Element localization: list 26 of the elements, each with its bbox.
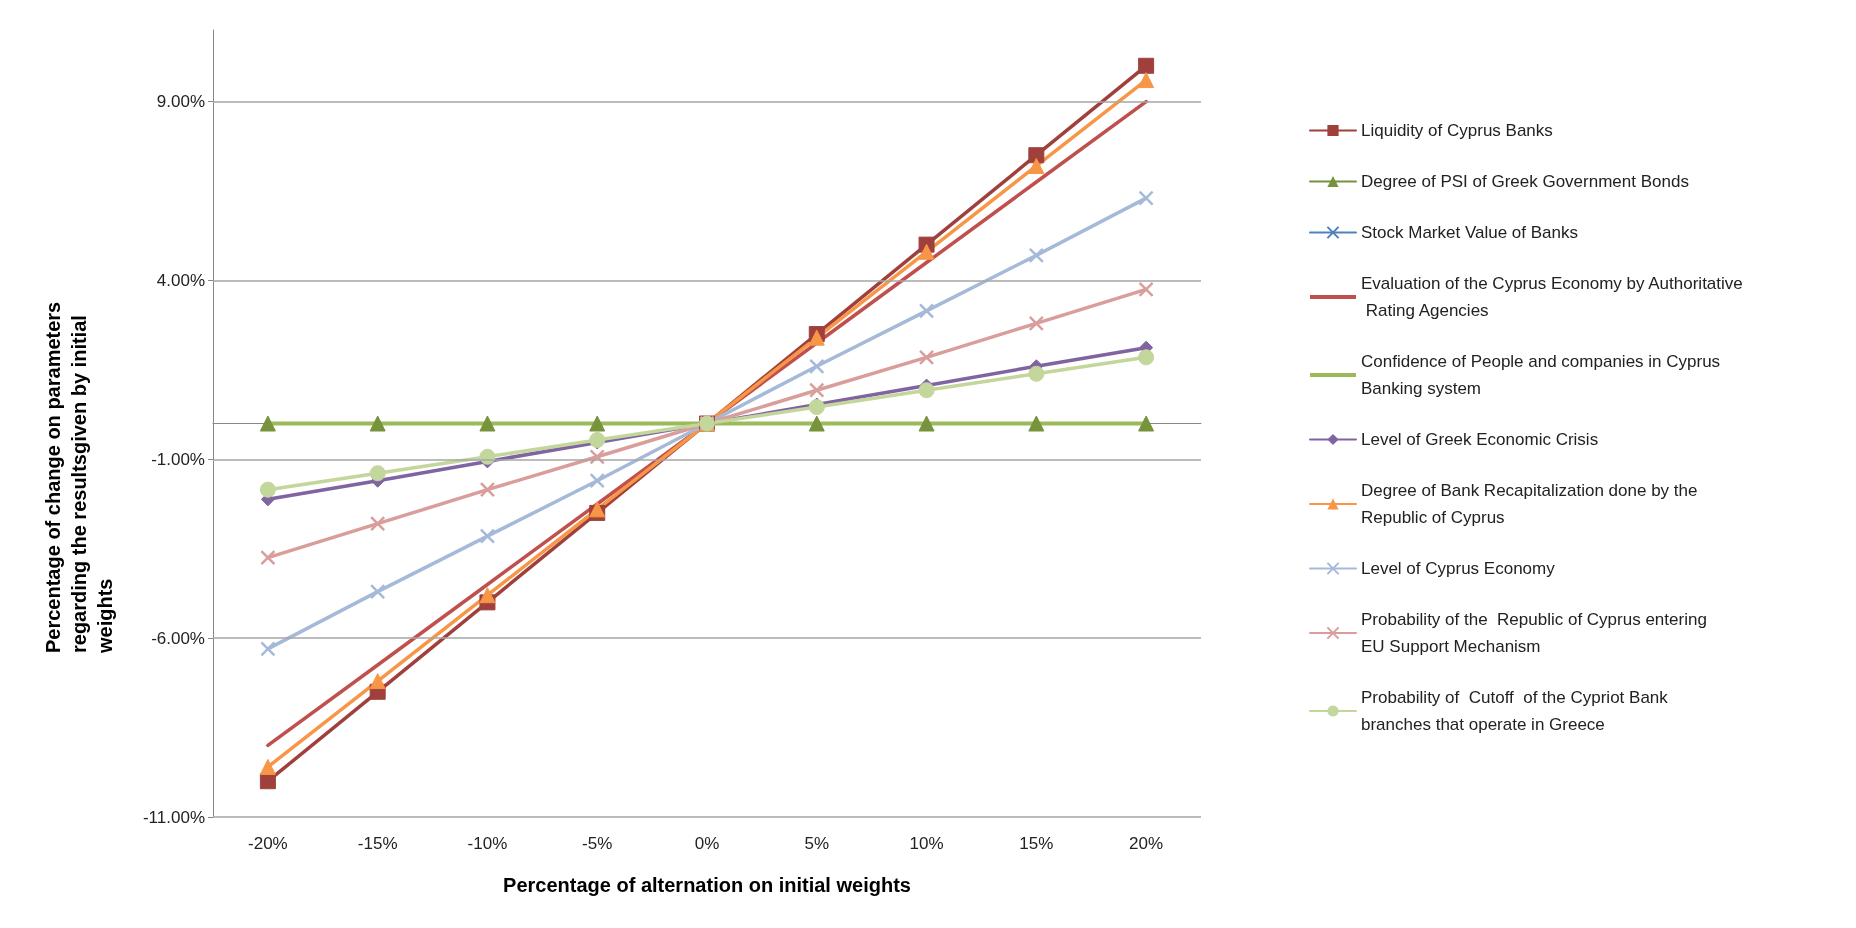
x-tick-label: -5% xyxy=(582,834,613,853)
legend-label: Level of Cyprus Economy xyxy=(1361,559,1556,578)
y-tick-label: -6.00% xyxy=(151,628,205,648)
legend-label: Probability of Cutoff of the Cypriot Bank branches that operate in Greece xyxy=(1361,688,1673,734)
legend-label: Probability of the Republic of Cyprus entering EU Support Mechanism xyxy=(1361,610,1712,656)
legend-label: Degree of PSI of Greek Government Bonds xyxy=(1361,172,1689,191)
legend-label: Level of Greek Economic Crisis xyxy=(1361,430,1599,449)
x-tick-label: 15% xyxy=(1019,834,1054,853)
x-tick-label: 5% xyxy=(804,834,830,853)
legend-label: Liquidity of Cyprus Banks xyxy=(1361,121,1553,140)
y-tick-label: 9.00% xyxy=(156,92,205,112)
y-tick-label: 4.00% xyxy=(156,270,205,290)
legend-label: Evaluation of the Cyprus Economy by Authoritative Rating Agencies xyxy=(1361,274,1743,320)
y-tick-label: -11.00% xyxy=(142,807,205,827)
legend-label: Confidence of People and companies in Cyprus Banking system xyxy=(1361,352,1725,398)
x-tick-label: -20% xyxy=(248,834,288,853)
x-axis-title: Percentage of alternation on initial weights xyxy=(503,874,911,896)
legend-label: Stock Market Value of Banks xyxy=(1361,223,1579,242)
legend-label: Degree of Bank Recapitalization done by the Republic of Cyprus xyxy=(1361,481,1703,527)
x-tick-label: 10% xyxy=(909,834,944,853)
y-tick-label: -1.00% xyxy=(151,449,205,469)
x-tick-label: -10% xyxy=(467,834,508,853)
x-tick-label: 0% xyxy=(694,834,720,853)
y-axis-title: Percentage of change on parameters regarding the resultsgiven by initial weights xyxy=(42,296,116,654)
x-tick-label: 20% xyxy=(1129,834,1164,853)
x-tick-label: -15% xyxy=(357,834,398,853)
